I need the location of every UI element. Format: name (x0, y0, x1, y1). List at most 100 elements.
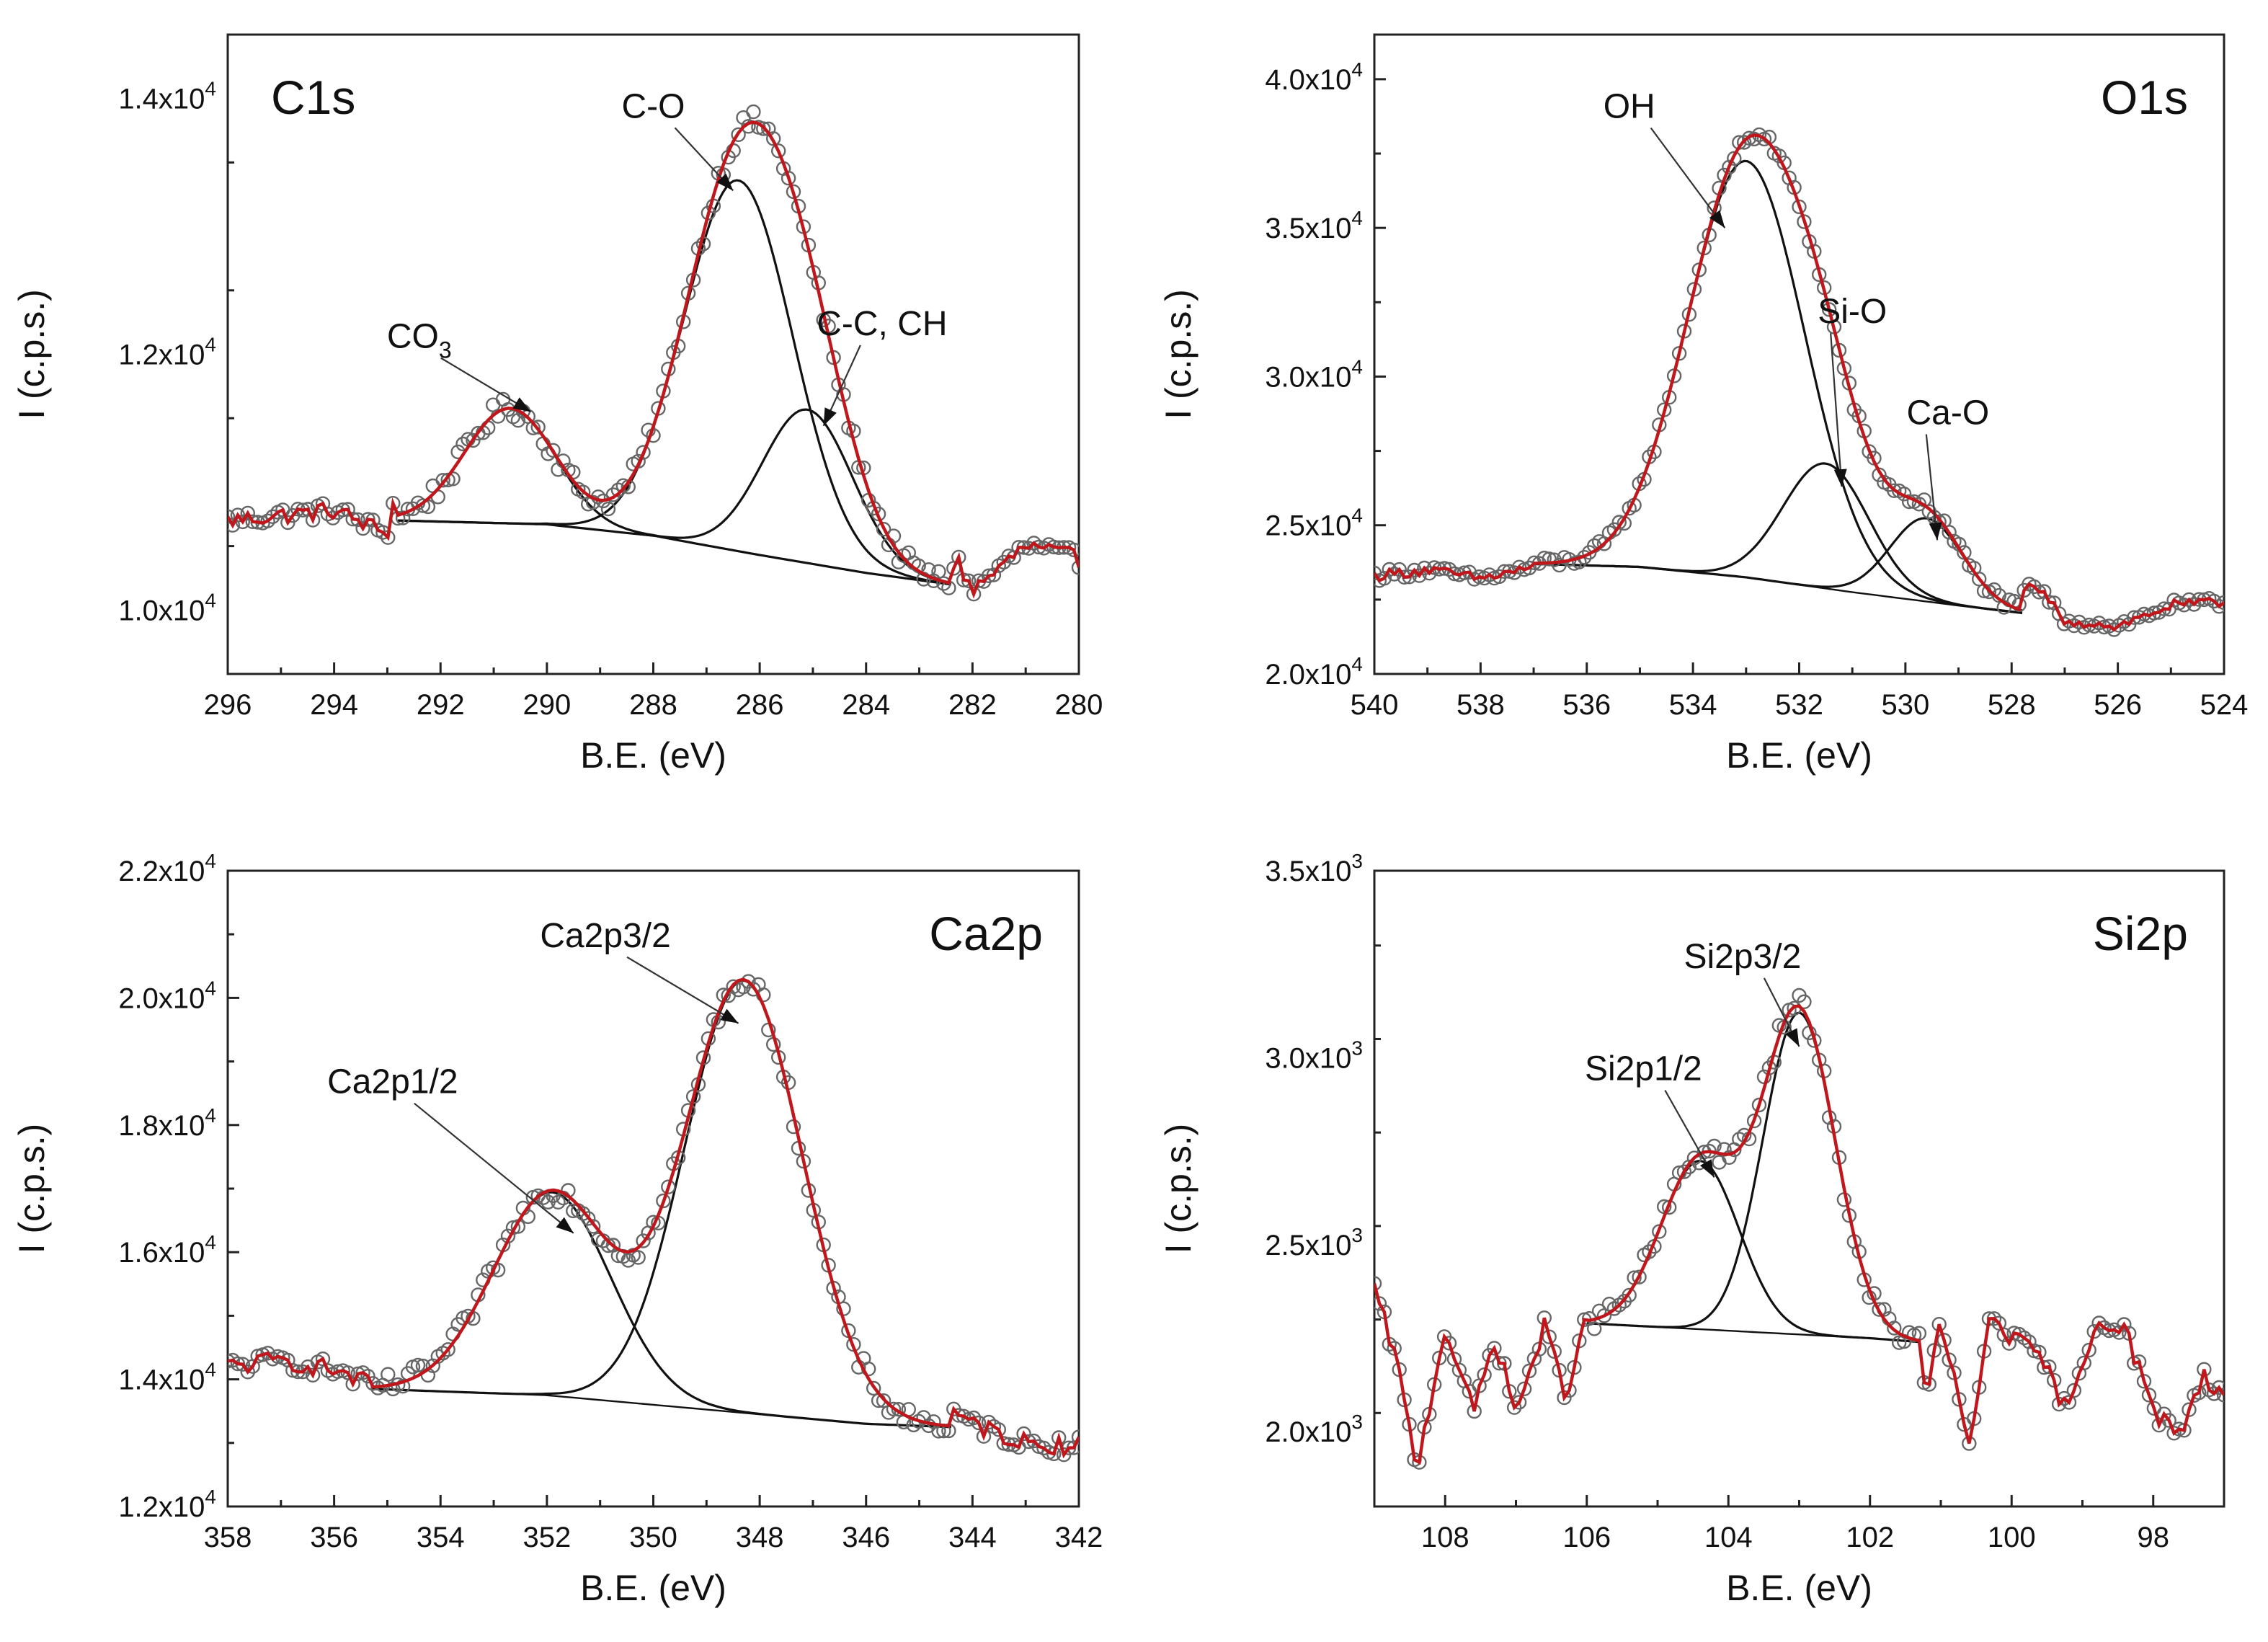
data-point (981, 1414, 997, 1430)
data-point (1792, 199, 1807, 215)
annotation-arrowhead (1699, 1159, 1715, 1178)
data-point (991, 1422, 1007, 1437)
data-point (731, 127, 746, 143)
x-tick-label: 288 (629, 689, 677, 721)
data-point (1071, 560, 1079, 575)
data-point (2081, 1342, 2096, 1358)
data-point (1601, 1296, 1617, 1312)
data-point (976, 1429, 992, 1444)
x-tick-label: 104 (1704, 1522, 1753, 1553)
x-tick-label: 530 (1882, 689, 1930, 721)
data-point (891, 1401, 907, 1417)
background-line (1534, 563, 2023, 614)
data-point (1392, 562, 1407, 577)
data-point (546, 443, 561, 458)
peak-annotation-label: C-O (622, 87, 685, 125)
x-tick-label: 286 (736, 689, 784, 721)
annotation-arrowhead (1785, 1028, 1800, 1047)
data-point (631, 1250, 646, 1265)
data-point (576, 1206, 591, 1221)
y-tick-label: 3.5x103 (1265, 850, 1363, 887)
peak-annotation-label: CO3 (387, 318, 452, 363)
data-point (1722, 1150, 1737, 1166)
y-tick-label: 1.4x104 (118, 78, 216, 115)
y-tick-label: 3.0x103 (1265, 1037, 1363, 1074)
data-point (1722, 159, 1737, 175)
data-point (1016, 1426, 1031, 1442)
data-point (2176, 598, 2192, 613)
data-point (1547, 552, 1562, 567)
data-point (1046, 1446, 1062, 1462)
data-point (1996, 1327, 2012, 1343)
x-tick-label: 282 (948, 689, 997, 721)
data-point (1751, 1097, 1767, 1113)
panel-title: Ca2p (929, 907, 1043, 960)
peak-annotation-label: Si-O (1818, 293, 1887, 331)
data-point (1727, 151, 1742, 167)
data-point (2042, 595, 2057, 610)
c1s-panel: 296 294 292 290 288 286 284 282 280 1.0x104 1.2x10… (12, 33, 1103, 776)
y-tick-label: 2.0x104 (118, 977, 216, 1014)
data-point (746, 104, 761, 120)
data-point (1622, 1287, 1637, 1303)
y-tick-label: 1.2x104 (118, 1486, 216, 1523)
data-point (1681, 1159, 1697, 1175)
data-point (765, 131, 781, 146)
data-point (1071, 1429, 1079, 1444)
data-point (1676, 1164, 1692, 1179)
data-point (2066, 1383, 2082, 1398)
panel-title: O1s (2101, 71, 2188, 124)
x-axis-title: B.E. (eV) (1726, 1568, 1872, 1608)
x-tick-label: 534 (1669, 689, 1717, 721)
data-point (2107, 622, 2122, 637)
x-tick-label: 294 (310, 689, 358, 721)
y-axis-title: I (c.p.s.) (1158, 1124, 1199, 1254)
peak-annotation-label: Si2p3/2 (1684, 938, 1802, 976)
annotation-arrow-line (440, 357, 532, 413)
data-point (1911, 497, 1927, 512)
data-point (305, 1367, 321, 1383)
fit-envelope-line (228, 120, 1079, 599)
plot-frame (226, 869, 1080, 1508)
peak-annotation-label: Ca-O (1906, 394, 1989, 432)
data-point (1066, 542, 1079, 558)
x-tick-label: 102 (1846, 1522, 1894, 1553)
annotation-arrow-line (414, 1102, 574, 1234)
x-tick-label: 292 (417, 689, 465, 721)
data-point (566, 1203, 581, 1219)
x-tick-label: 280 (1055, 689, 1103, 721)
data-point (395, 510, 411, 525)
fit-envelope-line (1374, 133, 2224, 632)
y-axis-title: I (c.p.s.) (12, 289, 52, 420)
data-point (395, 1378, 411, 1394)
data-point (886, 1401, 902, 1417)
component-peak-co3 (397, 407, 952, 586)
x-tick-label: 526 (2094, 689, 2142, 721)
data-point (410, 1357, 426, 1373)
data-point (585, 1219, 601, 1234)
data-point (661, 1179, 676, 1194)
data-point (2117, 1317, 2132, 1332)
component-peak-c-c-ch (398, 408, 952, 585)
peak-annotation-label: Ca2p3/2 (540, 917, 670, 955)
y-tick-label: 3.5x104 (1265, 207, 1363, 244)
data-point (636, 1233, 651, 1248)
x-tick-label: 532 (1775, 689, 1823, 721)
data-point (1374, 1276, 1382, 1291)
y-tick-label: 1.6x104 (118, 1231, 216, 1269)
data-point (1521, 1363, 1537, 1379)
si2p-panel: 108 106 104 102 100 98 2.0x103 2.5x103 3.0x103 3.… (1158, 850, 2225, 1608)
data-point (1887, 1321, 1902, 1336)
data-point (2091, 1315, 2107, 1331)
annotation-arrowhead (512, 397, 531, 412)
data-point (381, 1367, 396, 1382)
x-tick-label: 524 (2200, 689, 2249, 721)
data-point (530, 420, 546, 435)
data-point (1942, 525, 1957, 540)
peak-annotation-label: Si2p1/2 (1585, 1050, 1702, 1088)
y-axis-title: I (c.p.s.) (12, 1124, 52, 1254)
x-tick-label: 106 (1562, 1522, 1611, 1553)
data-point (781, 170, 796, 186)
data-point (2076, 1355, 2092, 1371)
data-point (1547, 1344, 1562, 1359)
